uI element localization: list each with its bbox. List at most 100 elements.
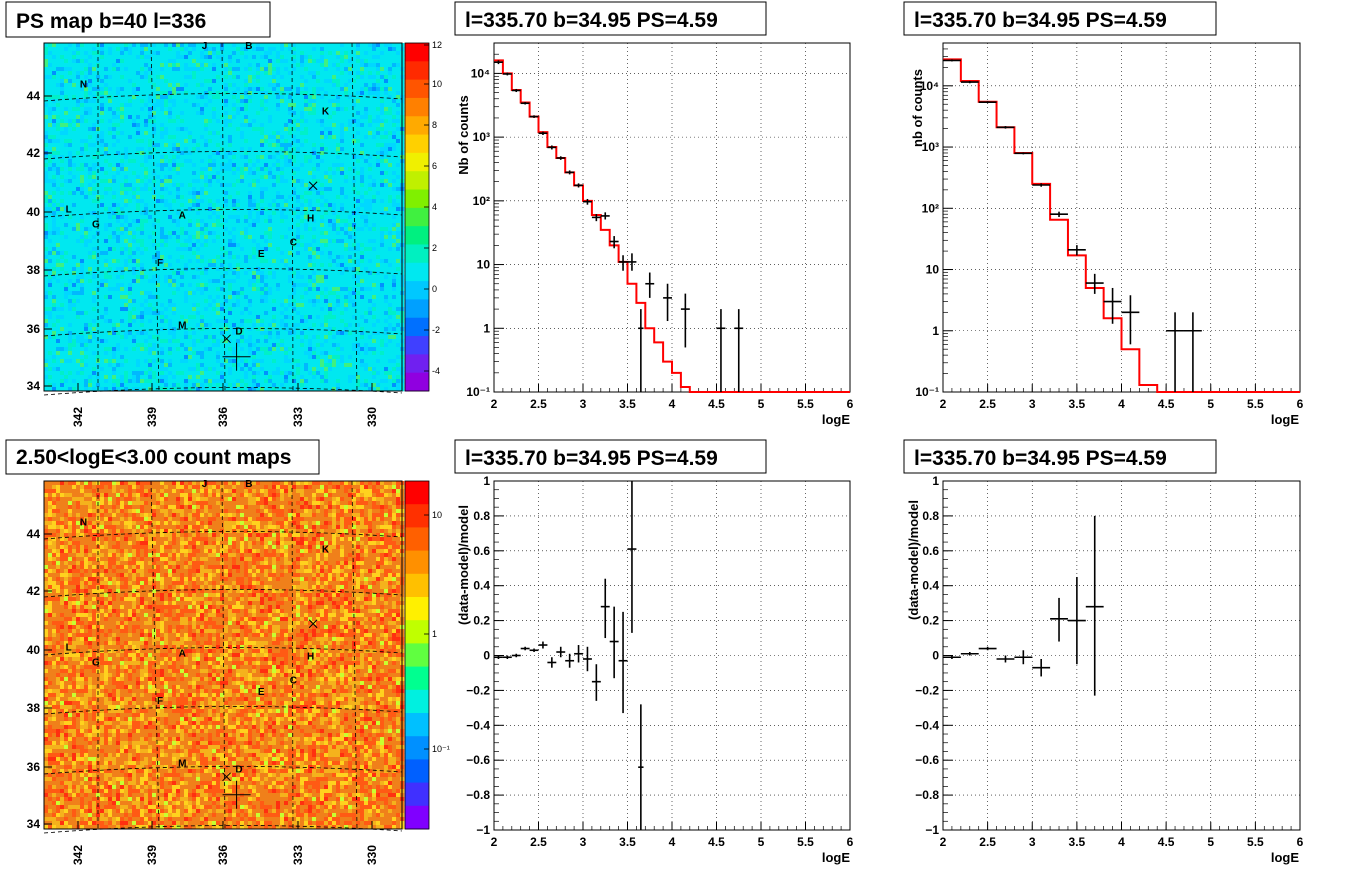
map-pixel: [108, 95, 113, 100]
map-pixel: [260, 111, 265, 116]
spec1-title-box: l=335.70 b=34.95 PS=4.59: [454, 1, 767, 36]
map-pixel: [120, 95, 125, 100]
map-pixel: [168, 155, 173, 160]
map-pixel: [344, 103, 349, 108]
map-pixel: [232, 115, 237, 120]
map-pixel: [224, 75, 229, 80]
map-pixel: [160, 175, 165, 180]
map-pixel: [316, 211, 321, 216]
map-pixel: [344, 255, 349, 260]
map-pixel: [264, 187, 269, 192]
map-pixel: [148, 51, 153, 56]
map-pixel: [320, 159, 325, 164]
map-pixel: [212, 243, 217, 248]
map-pixel: [284, 235, 289, 240]
map-pixel: [172, 175, 177, 180]
map-pixel: [76, 151, 81, 156]
map-pixel: [88, 111, 93, 116]
map-pixel: [348, 139, 353, 144]
map-pixel: [268, 235, 273, 240]
map-pixel: [124, 179, 129, 184]
map-pixel: [92, 175, 97, 180]
map-pixel: [340, 143, 345, 148]
map-pixel: [304, 163, 309, 168]
map-pixel: [296, 155, 301, 160]
map-pixel: [168, 91, 173, 96]
map-pixel: [124, 171, 129, 176]
map-pixel: [376, 247, 381, 252]
map-pixel: [312, 199, 317, 204]
map-pixel: [80, 243, 85, 248]
map-pixel: [160, 219, 165, 224]
map-pixel: [372, 147, 377, 152]
map-pixel: [352, 155, 357, 160]
map-pixel: [244, 179, 249, 184]
map-pixel: [224, 255, 229, 260]
map-pixel: [52, 247, 57, 252]
map-pixel: [356, 71, 361, 76]
map-pixel: [48, 119, 53, 124]
map-pixel: [64, 71, 69, 76]
map-pixel: [212, 103, 217, 108]
map-pixel: [268, 55, 273, 60]
map-pixel: [136, 159, 141, 164]
map-pixel: [192, 135, 197, 140]
map-pixel: [260, 223, 265, 228]
map-pixel: [144, 219, 149, 224]
map-pixel: [352, 115, 357, 120]
map-pixel: [160, 187, 165, 192]
map-pixel: [292, 199, 297, 204]
map-pixel: [220, 103, 225, 108]
map-pixel: [84, 51, 89, 56]
map-pixel: [308, 75, 313, 80]
map-pixel: [272, 203, 277, 208]
map-pixel: [192, 215, 197, 220]
map-pixel: [244, 243, 249, 248]
map-pixel: [248, 219, 253, 224]
map-pixel: [360, 119, 365, 124]
map-pixel: [204, 163, 209, 168]
map-pixel: [372, 187, 377, 192]
map-pixel: [220, 135, 225, 140]
map-pixel: [160, 115, 165, 120]
map-pixel: [176, 151, 181, 156]
map-pixel: [312, 119, 317, 124]
map-pixel: [320, 183, 325, 188]
map-pixel: [344, 43, 349, 48]
map-pixel: [284, 195, 289, 200]
map-pixel: [388, 83, 393, 88]
map-pixel: [388, 139, 393, 144]
map-pixel: [392, 147, 397, 152]
map-pixel: [48, 187, 53, 192]
map-pixel: [188, 203, 193, 208]
map-pixel: [344, 47, 349, 52]
map-pixel: [212, 115, 217, 120]
map-pixel: [152, 51, 157, 56]
map-pixel: [196, 219, 201, 224]
map-pixel: [92, 215, 97, 220]
map-pixel: [248, 59, 253, 64]
map-pixel: [268, 99, 273, 104]
map-pixel: [100, 123, 105, 128]
map-pixel: [388, 251, 393, 256]
map-pixel: [304, 99, 309, 104]
map-pixel: [124, 87, 129, 92]
map-pixel: [76, 211, 81, 216]
map-pixel: [384, 147, 389, 152]
map-pixel: [144, 243, 149, 248]
map-pixel: [168, 111, 173, 116]
map-pixel: [336, 231, 341, 236]
map-pixel: [52, 143, 57, 148]
map-pixel: [44, 123, 49, 128]
map-pixel: [376, 63, 381, 68]
map-pixel: [364, 159, 369, 164]
map-pixel: [356, 223, 361, 228]
map-pixel: [316, 127, 321, 132]
map-pixel: [308, 135, 313, 140]
map-pixel: [132, 67, 137, 72]
map-pixel: [368, 183, 373, 188]
map-pixel: [172, 131, 177, 136]
map-pixel: [212, 203, 217, 208]
map-pixel: [232, 143, 237, 148]
map-pixel: [48, 223, 53, 228]
